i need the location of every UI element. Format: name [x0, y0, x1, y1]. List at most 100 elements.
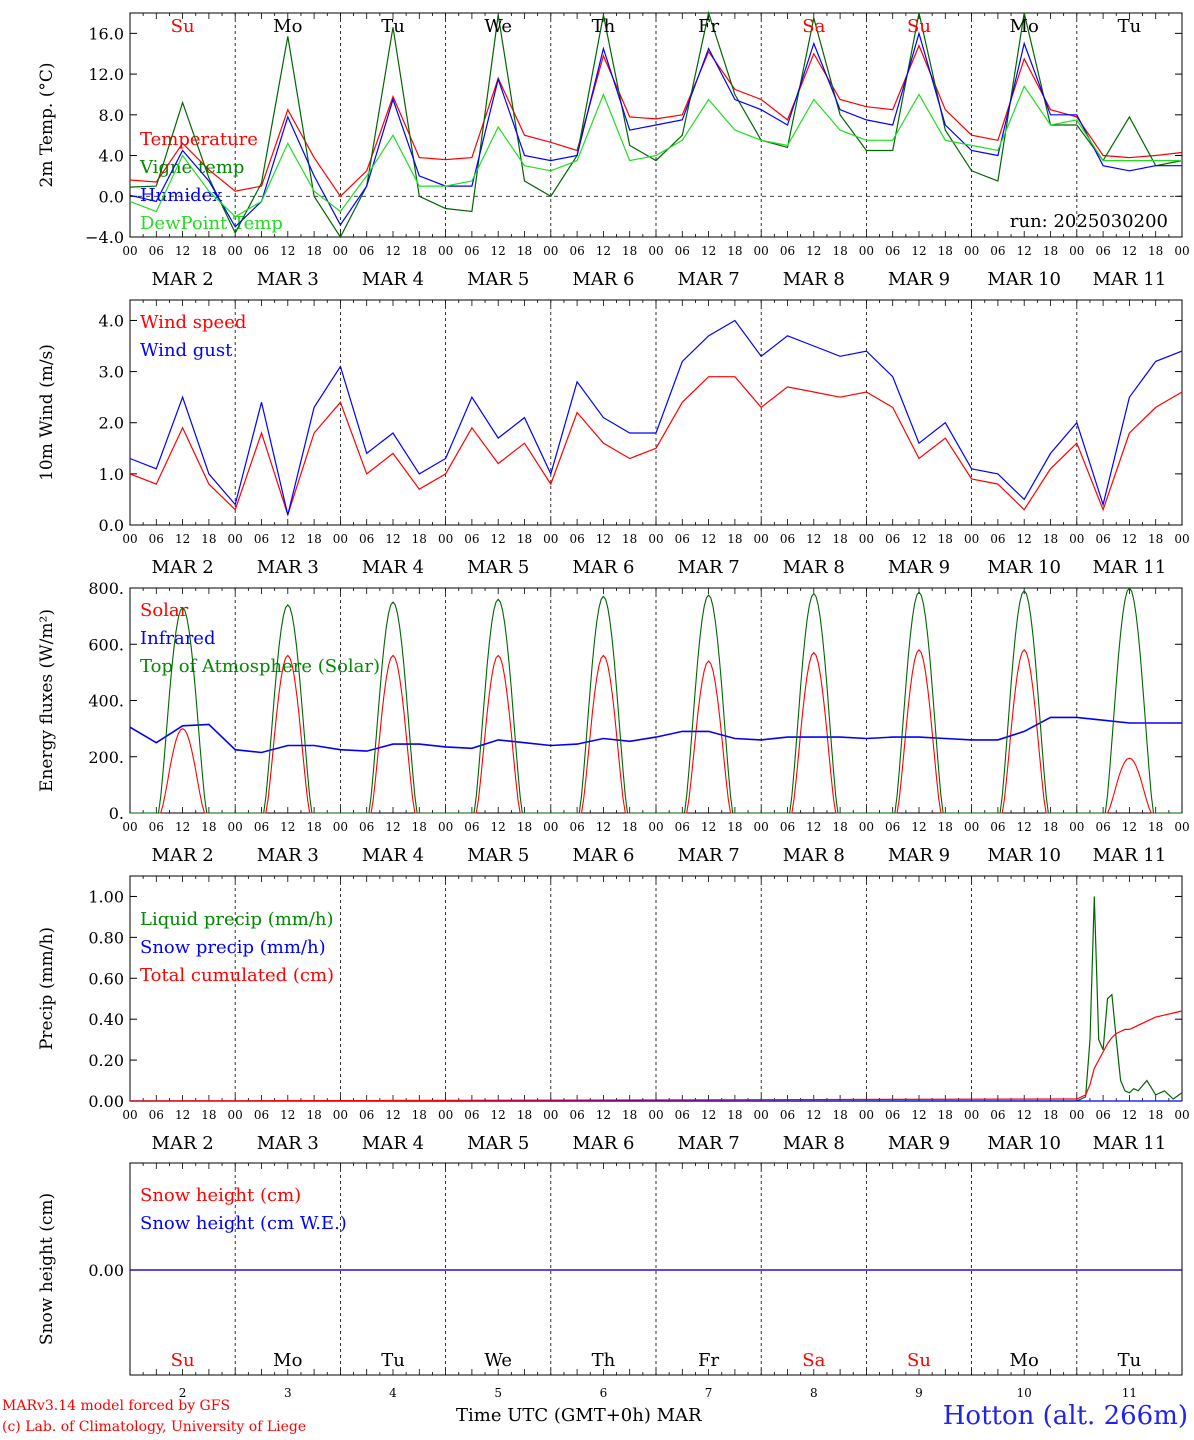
- x-hour-label: 00: [122, 532, 137, 546]
- x-hour-label: 18: [622, 244, 637, 258]
- x-hour-label: 00: [859, 244, 874, 258]
- x-hour-label: 06: [780, 532, 795, 546]
- x-hour-label: 00: [228, 244, 243, 258]
- x-hour-label: 18: [412, 820, 427, 834]
- x-hour-label: 12: [1122, 244, 1137, 258]
- x-hour-label: 18: [1043, 1108, 1058, 1122]
- x-date-label: MAR 5: [467, 845, 529, 866]
- x-date-label: MAR 7: [678, 845, 740, 866]
- y-tick-label: 12.0: [88, 65, 124, 84]
- x-hour-label: 18: [412, 532, 427, 546]
- x-hour-label: 18: [938, 244, 953, 258]
- x-date-label: MAR 10: [987, 269, 1061, 290]
- x-hour-label: 00: [543, 1108, 558, 1122]
- x-hour-label: 06: [464, 820, 479, 834]
- y-tick-label: 8.0: [99, 106, 124, 125]
- y-axis-label: 2m Temp. (°C): [37, 62, 57, 187]
- model-credit: MARv3.14 model forced by GFS: [2, 1398, 231, 1414]
- x-hour-label: 06: [149, 532, 164, 546]
- x-hour-label: 12: [596, 1108, 611, 1122]
- x-hour-label: 00: [859, 820, 874, 834]
- y-tick-label: 0.20: [88, 1051, 124, 1070]
- x-hour-label: 06: [359, 820, 374, 834]
- x-hour-label: 00: [1174, 820, 1189, 834]
- day-number-label: 11: [1122, 1386, 1137, 1400]
- panel-2: 10m Wind (m/s) 0.0 1.0 2.0 3.0 4.0 00 06 12 18 MAR…: [37, 299, 1190, 578]
- y-axis-label: Energy fluxes (W/m²): [37, 609, 57, 792]
- legend-entry: Infrared: [140, 628, 215, 649]
- x-hour-label: 00: [438, 1108, 453, 1122]
- x-hour-label: 12: [491, 532, 506, 546]
- x-hour-label: 12: [1122, 1108, 1137, 1122]
- y-tick-label: 0.0: [99, 516, 124, 535]
- panel-3: Energy fluxes (W/m²) 0. 200. 400. 600. 800. 00…: [37, 579, 1190, 866]
- x-hour-label: 12: [385, 244, 400, 258]
- x-date-label: MAR 4: [362, 845, 424, 866]
- x-hour-label: 06: [885, 820, 900, 834]
- x-hour-label: 12: [701, 244, 716, 258]
- x-hour-label: 06: [569, 244, 584, 258]
- x-hour-label: 12: [806, 532, 821, 546]
- series-line-wind-speed: [129, 376, 1183, 517]
- x-hour-label: 06: [990, 244, 1005, 258]
- weekday-label: Tu: [381, 1350, 405, 1371]
- x-hour-label: 00: [964, 244, 979, 258]
- x-date-label: MAR 5: [467, 269, 529, 290]
- x-hour-label: 18: [727, 244, 742, 258]
- x-hour-label: 18: [938, 820, 953, 834]
- x-hour-label: 00: [1069, 1108, 1084, 1122]
- x-hour-label: 06: [990, 820, 1005, 834]
- x-hour-label: 12: [701, 820, 716, 834]
- y-tick-label: 0.: [109, 804, 124, 823]
- x-hour-label: 00: [438, 244, 453, 258]
- x-date-label: MAR 6: [572, 1133, 634, 1154]
- x-date-label: MAR 10: [987, 1133, 1061, 1154]
- legend-entry: Top of Atmosphere (Solar): [140, 656, 380, 677]
- series-line-liquid-precip-mm-h-: [130, 896, 1183, 1102]
- x-hour-label: 00: [543, 820, 558, 834]
- x-date-label: MAR 4: [362, 557, 424, 578]
- x-date-label: MAR 7: [678, 557, 740, 578]
- x-hour-label: 06: [359, 244, 374, 258]
- x-hour-label: 00: [1069, 820, 1084, 834]
- x-date-label: MAR 7: [678, 1133, 740, 1154]
- x-hour-label: 06: [254, 244, 269, 258]
- x-hour-label: 00: [333, 532, 348, 546]
- x-hour-label: 12: [806, 820, 821, 834]
- x-hour-label: 00: [438, 532, 453, 546]
- x-date-label: MAR 11: [1093, 1133, 1167, 1154]
- x-hour-label: 18: [1043, 532, 1058, 546]
- series-line-wind-gust: [129, 319, 1183, 515]
- x-hour-label: 18: [832, 244, 847, 258]
- series-line-total-cumulated-cm-: [129, 1010, 1183, 1102]
- x-hour-label: 00: [1069, 532, 1084, 546]
- x-hour-label: 00: [228, 820, 243, 834]
- x-hour-label: 18: [832, 820, 847, 834]
- x-hour-label: 00: [964, 1108, 979, 1122]
- x-hour-label: 00: [754, 820, 769, 834]
- x-hour-label: 12: [596, 532, 611, 546]
- x-hour-label: 12: [280, 532, 295, 546]
- x-hour-label: 12: [701, 532, 716, 546]
- x-hour-label: 12: [1017, 244, 1032, 258]
- x-date-label: MAR 8: [783, 269, 845, 290]
- x-hour-label: 06: [885, 532, 900, 546]
- x-date-label: MAR 11: [1093, 269, 1167, 290]
- y-tick-label: 0.00: [88, 1261, 124, 1280]
- x-hour-label: 06: [1095, 820, 1110, 834]
- day-number-label: 10: [1017, 1386, 1032, 1400]
- x-date-label: MAR 4: [362, 1133, 424, 1154]
- x-hour-label: 18: [832, 1108, 847, 1122]
- x-hour-label: 00: [648, 244, 663, 258]
- x-hour-label: 12: [280, 820, 295, 834]
- y-tick-label: −4.0: [85, 228, 124, 247]
- y-tick-label: 800.: [88, 579, 124, 598]
- x-hour-label: 12: [1017, 820, 1032, 834]
- y-axis-label: Precip (mm/h): [37, 927, 57, 1050]
- day-number-label: 5: [494, 1386, 502, 1400]
- legend-entry: Wind gust: [140, 340, 233, 361]
- x-hour-label: 00: [1174, 532, 1189, 546]
- x-hour-label: 00: [333, 244, 348, 258]
- x-hour-label: 12: [491, 820, 506, 834]
- x-hour-label: 00: [1069, 244, 1084, 258]
